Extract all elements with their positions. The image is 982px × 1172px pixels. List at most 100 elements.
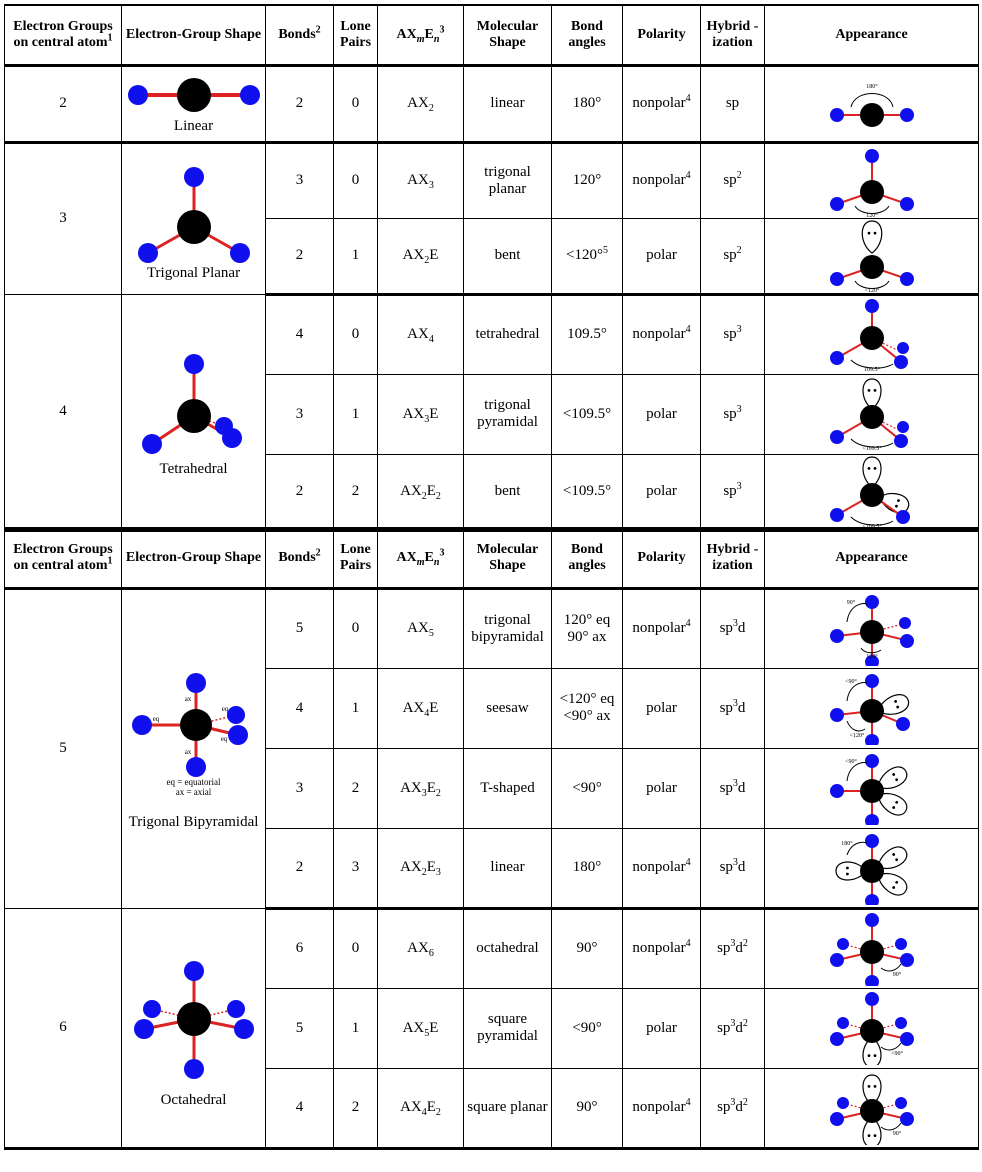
bond-angle-footnote: 5 — [602, 245, 608, 256]
outer-atom — [239, 84, 260, 105]
electron-groups-cell: 3 — [4, 141, 122, 295]
appearance-cell: 90° 120° — [764, 587, 979, 669]
bond-angle-cell: <120°5 — [551, 217, 623, 296]
outer-atom — [894, 937, 907, 950]
angle-label: 90° — [846, 599, 855, 606]
angle-label: 90° — [892, 971, 901, 978]
angle-arc — [860, 647, 881, 653]
outer-atom — [127, 84, 148, 105]
angle-arc — [850, 516, 893, 526]
polarity-value: polar — [646, 1019, 677, 1036]
outer-atom — [899, 633, 914, 648]
electron-group-shape-label: Octahedral — [160, 1091, 227, 1108]
hybridization-cell: sp3d — [700, 747, 765, 829]
bonds-cell: 4 — [265, 667, 334, 749]
axe-subscript-m: 2 — [424, 255, 430, 266]
axe-base: AX — [402, 405, 425, 422]
bond-angle-cell: 120° eq 90° ax — [551, 587, 623, 669]
bonds-cell: 5 — [265, 987, 334, 1069]
axe-base: AX — [400, 1099, 422, 1115]
polarity-value: polar — [646, 247, 677, 263]
hybridization-d: d — [737, 779, 746, 796]
hybridization-base: sp — [719, 699, 733, 716]
angle-arc — [854, 280, 889, 289]
central-atom — [859, 325, 884, 350]
hybridization-exponent: 3 — [732, 777, 738, 789]
hybridization-base: sp — [719, 620, 733, 636]
polarity-footnote: 4 — [685, 857, 691, 868]
header-lonepairs: Lone Pairs — [333, 527, 378, 590]
outer-atom — [864, 674, 879, 688]
outer-atom — [864, 814, 879, 825]
polarity-value: polar — [646, 779, 677, 796]
bonds-cell: 2 — [265, 217, 334, 296]
axe-notation-cell: AX2 — [377, 64, 464, 144]
polarity-cell: polar — [622, 667, 701, 749]
electron-group-diagram: ax ax eq eq eq — [131, 672, 248, 777]
bond-angle-cell: <109.5° — [551, 373, 623, 455]
axe-e: E — [429, 405, 439, 422]
electron-group-shape-cell: Octahedral — [121, 907, 266, 1149]
outer-atom — [233, 1018, 254, 1039]
outer-atom — [226, 705, 245, 724]
header-axe: AXmEn3 — [377, 527, 464, 590]
central-atom — [859, 858, 884, 883]
bonds-cell: 4 — [265, 1067, 334, 1150]
table-row: 3 1 AX3E trigonal pyramidal <109.5° polar sp3 <… — [5, 373, 979, 455]
axe-notation-cell: AX4E — [377, 667, 464, 749]
lone-pairs-cell: 1 — [333, 667, 378, 749]
bond-angle-value: 120° — [572, 172, 602, 188]
polarity-value: nonpolar — [632, 940, 686, 956]
outer-atom — [899, 1032, 914, 1046]
table-row: 4 2 AX4E2 square planar 90° nonpolar4 sp3d2 90° — [5, 1067, 979, 1150]
axe-base: AX — [402, 699, 425, 716]
electron-group-diagram — [127, 77, 260, 112]
lone-pair-lobe — [876, 694, 909, 715]
hybridization-base: sp — [719, 859, 733, 875]
outer-atom — [864, 912, 879, 927]
axe-base: AX — [407, 620, 429, 636]
axe-notation-cell: AX2E — [377, 217, 464, 296]
axe-notation-cell: AX6 — [377, 907, 464, 989]
outer-atom — [899, 271, 914, 286]
electron-group-shape-cell: ax ax eq eq eq eq = equatorial ax = axial Trigo… — [121, 587, 266, 909]
hybridization-exponent: 2 — [736, 245, 742, 256]
bond-angle-value: <90° — [572, 1019, 602, 1036]
angle-arc — [846, 762, 867, 782]
bond-angle-value: <109.5° — [562, 483, 612, 499]
lone-pairs-cell: 1 — [333, 217, 378, 296]
hybridization-exponent: 3 — [732, 697, 738, 709]
lone-pairs-cell: 0 — [333, 907, 378, 989]
molecular-shape-cell: linear — [463, 64, 552, 144]
polarity-cell: nonpolar4 — [622, 587, 701, 669]
outer-atom — [864, 833, 879, 848]
polarity-value: polar — [646, 699, 677, 716]
hybridization-d-exponent: 2 — [742, 1017, 748, 1029]
lone-pair-lobe — [876, 793, 907, 816]
molecular-shape-cell: bent — [463, 453, 552, 532]
hybridization-cell: sp3 — [700, 293, 765, 375]
header-hybridization: Hybrid -ization — [700, 527, 765, 590]
lone-pairs-cell: 0 — [333, 64, 378, 144]
axe-subscript-m: 2 — [421, 867, 427, 878]
lone-pair-lobe — [876, 845, 907, 869]
molecular-shape-cell: square pyramidal — [463, 987, 552, 1069]
hybridization-exponent: 3 — [736, 481, 742, 492]
hybridization-exponent: 3 — [732, 857, 738, 868]
hybridization-cell: sp3 — [700, 373, 765, 455]
lone-pairs-cell: 1 — [333, 373, 378, 455]
back-bond — [195, 713, 236, 726]
central-atom — [859, 779, 884, 803]
lone-pair-lobe — [861, 219, 882, 254]
lone-pairs-cell: 2 — [333, 747, 378, 829]
outer-atom — [899, 196, 914, 211]
vsepr-table-5-to-6: Electron Groups on central atom1 Electro… — [4, 527, 979, 1150]
hybridization-d: d — [737, 620, 746, 636]
outer-atom — [829, 628, 844, 643]
equatorial-label: eq — [220, 735, 227, 743]
hybridization-exponent: 3 — [730, 1097, 736, 1108]
electron-groups-cell: 6 — [4, 907, 122, 1149]
hybridization-cell: sp3d — [700, 587, 765, 669]
hybridization-d: d — [735, 940, 743, 956]
table-row: 2 2 AX2E2 bent <109.5° polar sp3 <109.5° — [5, 453, 979, 532]
